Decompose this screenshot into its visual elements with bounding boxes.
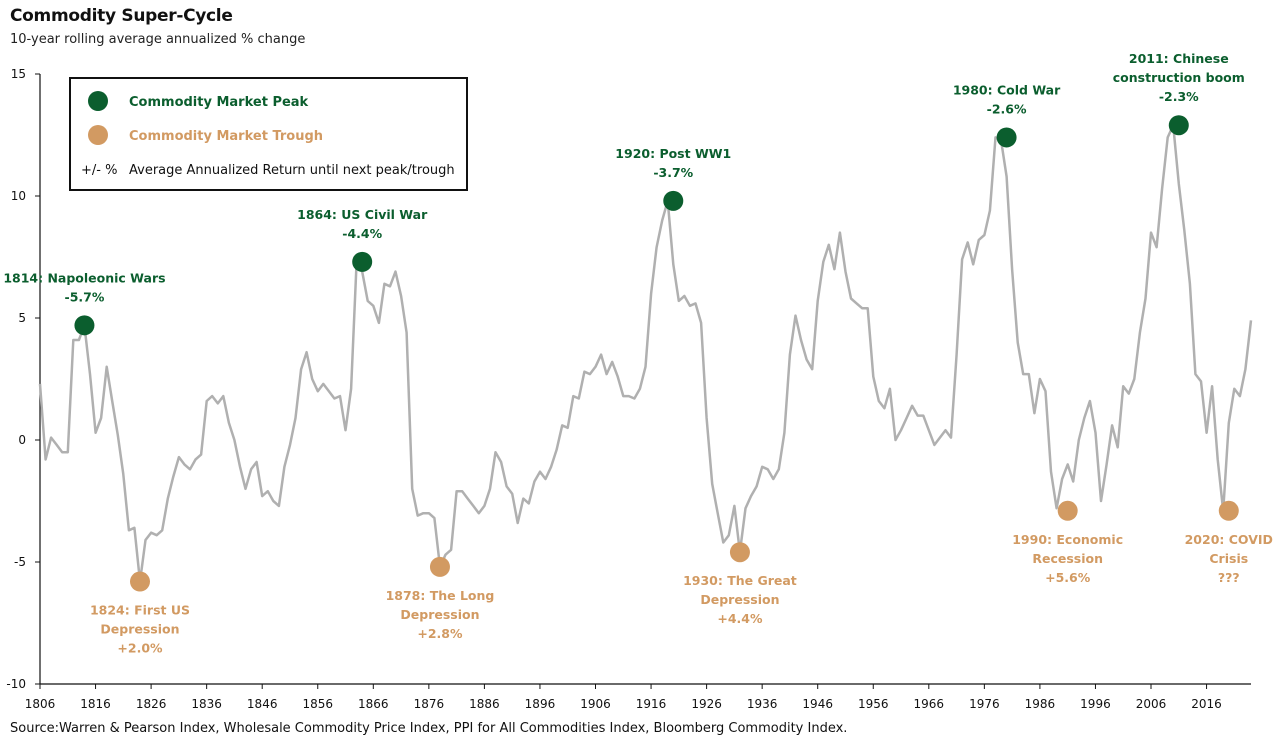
peak-marker bbox=[74, 315, 95, 336]
y-tick-label: -10 bbox=[6, 677, 26, 691]
peak-annotation-text: -3.7% bbox=[653, 165, 693, 180]
y-tick-label: 15 bbox=[11, 67, 26, 81]
x-tick-label: 1956 bbox=[858, 697, 889, 711]
y-tick-label: 5 bbox=[18, 311, 26, 325]
x-tick-label: 1856 bbox=[302, 697, 333, 711]
x-tick-label: 1806 bbox=[25, 697, 56, 711]
legend-box bbox=[69, 77, 468, 191]
legend-return-label: Average Annualized Return until next pea… bbox=[129, 163, 455, 178]
x-tick-label: 1876 bbox=[414, 697, 445, 711]
x-tick-label: 1916 bbox=[636, 697, 667, 711]
x-tick-label: 1926 bbox=[691, 697, 722, 711]
peak-annotation-text: -2.3% bbox=[1159, 89, 1199, 104]
legend-trough-label: Commodity Market Trough bbox=[129, 129, 323, 144]
trough-annotation-text: 1990: Economic bbox=[1012, 532, 1123, 547]
y-tick-labels: 15 10 5 0 -5 -10 bbox=[6, 67, 40, 691]
y-tick-label: 10 bbox=[11, 189, 26, 203]
trough-marker bbox=[1057, 500, 1078, 521]
peak-annotation-text: -4.4% bbox=[342, 226, 382, 241]
trough-annotation-text: +5.6% bbox=[1045, 570, 1091, 585]
peak-annotation-text: 1920: Post WW1 bbox=[615, 146, 731, 161]
trough-annotation-text: +2.8% bbox=[417, 626, 463, 641]
peak-annotation-text: -2.6% bbox=[987, 101, 1027, 116]
legend-peak-marker bbox=[88, 91, 108, 111]
x-tick-label: 2016 bbox=[1191, 697, 1222, 711]
x-tick-label: 1816 bbox=[80, 697, 111, 711]
x-tick-label: 1936 bbox=[747, 697, 778, 711]
trough-annotation-text: Crisis bbox=[1209, 551, 1248, 566]
x-tick-label: 1946 bbox=[802, 697, 833, 711]
x-tick-labels: 1806 1816 1826 1836 1846 1856 1866 1876 1886 1896… bbox=[25, 684, 1222, 711]
peak-marker bbox=[1168, 115, 1189, 136]
trough-annotation-text: 1824: First US bbox=[90, 603, 190, 618]
x-tick-label: 1986 bbox=[1025, 697, 1056, 711]
x-tick-label: 1966 bbox=[914, 697, 945, 711]
legend-peak-label: Commodity Market Peak bbox=[129, 95, 309, 110]
peak-annotation-text: 2011: Chinese bbox=[1129, 51, 1229, 66]
trough-annotation-text: ??? bbox=[1218, 570, 1240, 585]
peak-annotation-text: 1864: US Civil War bbox=[297, 207, 428, 222]
trough-annotation-text: +4.4% bbox=[717, 611, 763, 626]
axes bbox=[39, 74, 1251, 685]
trough-annotation-text: Depression bbox=[100, 622, 179, 637]
y-tick-label: -5 bbox=[14, 555, 26, 569]
trough-annotation-text: 2020: COVID bbox=[1185, 532, 1273, 547]
x-tick-label: 1906 bbox=[580, 697, 611, 711]
series-line bbox=[38, 123, 1253, 583]
trough-annotation-text: Depression bbox=[700, 592, 779, 607]
trough-annotation-text: +2.0% bbox=[117, 641, 163, 656]
legend-trough-marker bbox=[88, 125, 108, 145]
event-markers bbox=[74, 115, 1239, 592]
y-tick-label: 0 bbox=[18, 433, 26, 447]
x-tick-label: 1886 bbox=[469, 697, 500, 711]
trough-marker bbox=[729, 542, 750, 563]
trough-marker bbox=[1218, 500, 1239, 521]
peak-marker bbox=[352, 251, 373, 272]
x-tick-label: 1826 bbox=[136, 697, 167, 711]
peak-marker bbox=[996, 127, 1017, 148]
trough-marker bbox=[129, 571, 150, 592]
trough-marker bbox=[429, 556, 450, 577]
event-annotations: 1814: Napoleonic Wars -5.7% 1864: US Civil… bbox=[3, 51, 1273, 655]
trough-annotation-text: 1878: The Long bbox=[386, 588, 495, 603]
x-tick-label: 1996 bbox=[1080, 697, 1111, 711]
legend-return-symbol: +/- % bbox=[81, 163, 117, 178]
trough-annotation-text: Depression bbox=[400, 607, 479, 622]
x-tick-label: 1846 bbox=[247, 697, 278, 711]
source-note: Source:Warren & Pearson Index, Wholesale… bbox=[10, 721, 848, 736]
peak-annotation-text: 1814: Napoleonic Wars bbox=[3, 270, 165, 285]
legend: Commodity Market Peak Commodity Market T… bbox=[69, 77, 468, 191]
trough-annotation-text: Recession bbox=[1032, 551, 1103, 566]
x-tick-label: 1866 bbox=[358, 697, 389, 711]
x-tick-label: 1976 bbox=[969, 697, 1000, 711]
chart-subtitle: 10-year rolling average annualized % cha… bbox=[10, 32, 306, 47]
x-tick-label: 1896 bbox=[525, 697, 556, 711]
peak-annotation-text: 1980: Cold War bbox=[953, 82, 1061, 97]
x-tick-label: 2006 bbox=[1136, 697, 1167, 711]
chart-title: Commodity Super-Cycle bbox=[10, 6, 233, 26]
peak-marker bbox=[663, 190, 684, 211]
trough-annotation-text: 1930: The Great bbox=[683, 573, 797, 588]
peak-annotation-text: -5.7% bbox=[65, 289, 105, 304]
peak-annotation-text: construction boom bbox=[1113, 70, 1245, 85]
x-tick-label: 1836 bbox=[191, 697, 222, 711]
